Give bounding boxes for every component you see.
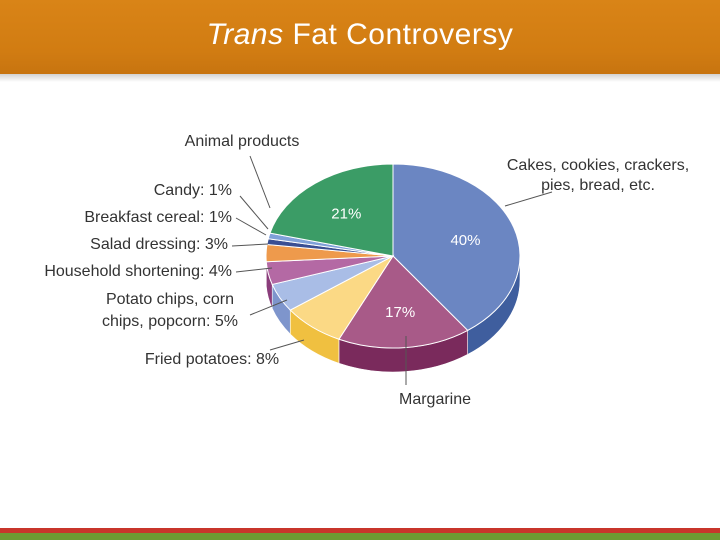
slice-label-cakes-cookies-crackers: Cakes, cookies, crackers, — [507, 157, 689, 174]
slice-label-animal-products: Animal products — [185, 133, 300, 150]
slice-label-breakfast-cereal-1: Breakfast cereal: 1% — [84, 209, 232, 226]
slice-label-fried-potatoes-8: Fried potatoes: 8% — [145, 351, 279, 368]
title-italic: Trans — [206, 18, 284, 51]
footer-stripe-green — [0, 533, 720, 540]
leader-line-potato-chips-corn — [249, 299, 288, 316]
value-label-cakes-cookies-crackers: 40% — [450, 232, 480, 249]
leader-line-salad-dressing-3 — [231, 243, 269, 247]
pie-slice-animal-products — [269, 163, 394, 257]
leader-line-household-shortening-4 — [235, 267, 273, 273]
slice-label-potato-chips-corn-line2: chips, popcorn: 5% — [102, 313, 238, 330]
slice-label-cakes-cookies-crackers-line2: pies, bread, etc. — [541, 177, 655, 194]
slide-title: Trans Fat Controversy — [0, 18, 720, 52]
leader-line-breakfast-cereal-1 — [235, 217, 267, 236]
slice-label-margarine: Margarine — [399, 391, 471, 408]
title-rest: Fat Controversy — [283, 18, 514, 51]
pie-slice-cakes-cookies-crackers — [392, 163, 521, 332]
slice-label-potato-chips-corn: Potato chips, corn — [106, 291, 234, 308]
slice-label-candy-1: Candy: 1% — [154, 182, 232, 199]
leader-line-cakes-cookies-crackers — [504, 191, 553, 207]
leader-line-fried-potatoes-8 — [269, 339, 305, 351]
footer-stripe-red — [0, 528, 720, 533]
slice-label-household-shortening-4: Household shortening: 4% — [44, 263, 232, 280]
leader-line-candy-1 — [239, 195, 269, 230]
pie-top — [265, 163, 521, 349]
leader-line-animal-products — [249, 155, 271, 209]
pie-slice-margarine — [338, 255, 469, 349]
title-bar: Trans Fat Controversy — [0, 0, 720, 82]
value-label-margarine: 17% — [385, 304, 415, 321]
value-label-animal-products: 21% — [331, 205, 361, 222]
slice-label-salad-dressing-3: Salad dressing: 3% — [90, 236, 228, 253]
